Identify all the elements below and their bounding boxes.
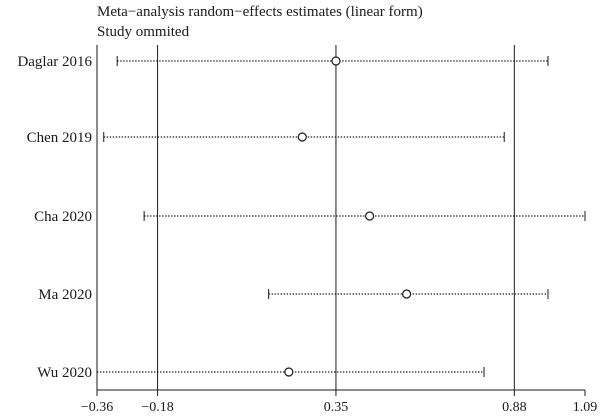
point-estimate bbox=[402, 289, 412, 299]
x-tick-label: 0.88 bbox=[502, 400, 527, 415]
x-tick-label: 1.09 bbox=[573, 400, 598, 415]
chart-subtitle: Study ommited bbox=[97, 24, 190, 40]
x-tick-label: −0.18 bbox=[141, 400, 173, 415]
x-tick-label: −0.36 bbox=[81, 400, 113, 415]
study-label: Daglar 2016 bbox=[17, 54, 92, 70]
point-estimate bbox=[297, 132, 307, 142]
study-label: Ma 2020 bbox=[38, 287, 92, 303]
point-estimate bbox=[331, 56, 341, 66]
study-label: Chen 2019 bbox=[27, 130, 92, 146]
point-estimate bbox=[365, 211, 375, 221]
chart-title: Meta−analysis random−effects estimates (… bbox=[97, 4, 423, 20]
study-label: Wu 2020 bbox=[37, 365, 92, 381]
study-label: Cha 2020 bbox=[34, 209, 92, 225]
x-tick-label: 0.35 bbox=[324, 400, 349, 415]
point-estimate bbox=[284, 367, 294, 377]
